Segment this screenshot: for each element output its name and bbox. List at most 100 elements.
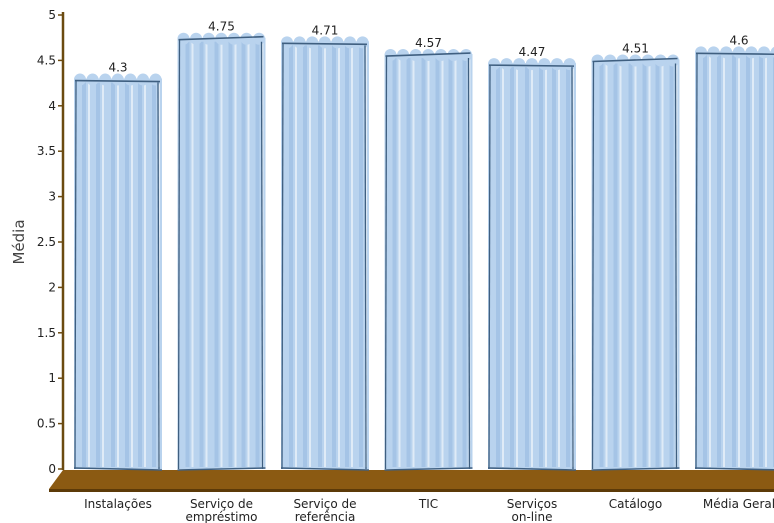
bar-top-bubble bbox=[240, 32, 253, 45]
x-tick-label-line: referência bbox=[295, 510, 356, 523]
y-tick-label: 3 bbox=[48, 190, 56, 204]
y-tick-label: 1.5 bbox=[37, 326, 56, 340]
bar-top-bubble bbox=[745, 46, 758, 59]
bar-top-bubble bbox=[732, 46, 745, 59]
bar-top-bubble bbox=[227, 32, 240, 45]
bar-outline-top bbox=[488, 64, 575, 67]
bar-outline-bottom bbox=[73, 467, 163, 471]
bar-outline-bottom bbox=[280, 467, 370, 471]
bar-top-bubble bbox=[293, 36, 306, 49]
bar-highlight bbox=[545, 67, 547, 468]
bar-highlight bbox=[412, 58, 415, 467]
bar-stripe bbox=[138, 82, 142, 467]
bar-outline-left bbox=[281, 43, 284, 470]
bar-highlight bbox=[723, 55, 725, 467]
x-tick-label-line: empréstimo bbox=[185, 510, 257, 523]
bar-top-bubble bbox=[86, 73, 99, 86]
x-tick-label-line: Serviços bbox=[507, 497, 558, 511]
bar-outline-top bbox=[281, 42, 368, 46]
bar-outline-left bbox=[695, 53, 698, 470]
x-tick-label: Instalações bbox=[84, 497, 152, 511]
bar-stripe bbox=[599, 63, 604, 467]
bar-top-bubble bbox=[384, 49, 397, 62]
bar-top-bubble bbox=[434, 49, 447, 62]
bar-stripe bbox=[125, 82, 129, 467]
bar-stripe bbox=[332, 45, 336, 467]
bar-stripe bbox=[214, 41, 219, 467]
x-tick-label: Catálogo bbox=[609, 497, 662, 511]
chart-floor bbox=[49, 470, 774, 492]
bar-outline-bottom bbox=[694, 467, 774, 471]
bar-highlight bbox=[351, 45, 353, 467]
bar-stripe bbox=[655, 63, 660, 467]
bar-top-bubble bbox=[707, 46, 720, 59]
bar-highlight bbox=[205, 41, 208, 467]
bar-stripe bbox=[318, 45, 322, 467]
bar-value-label: 4.71 bbox=[312, 23, 339, 37]
bars bbox=[73, 32, 774, 471]
bar-stripe bbox=[111, 82, 115, 467]
bar-highlight bbox=[502, 67, 504, 468]
bar bbox=[591, 54, 680, 471]
y-tick-label: 2 bbox=[48, 280, 56, 294]
y-tick-label: 4 bbox=[48, 99, 56, 113]
bar-stripe bbox=[462, 58, 467, 467]
bar-top-bubble bbox=[111, 73, 124, 86]
bar-outline-right bbox=[364, 45, 367, 470]
bar-top-bubble bbox=[720, 46, 733, 59]
bar-highlight bbox=[619, 63, 622, 467]
bar bbox=[177, 32, 266, 471]
y-tick-label: 5 bbox=[48, 8, 56, 22]
x-tick-label-line: on-line bbox=[512, 510, 553, 523]
bar-highlight bbox=[234, 41, 237, 467]
floor-edge bbox=[49, 489, 774, 492]
bar-outline-left bbox=[384, 56, 388, 470]
bar-top-bubble bbox=[318, 36, 331, 49]
bar-highlight bbox=[102, 82, 104, 467]
bar-highlight bbox=[738, 55, 740, 467]
bar-outline-top bbox=[592, 57, 678, 63]
x-tick-label: TIC bbox=[418, 497, 438, 511]
bar-top-bubble bbox=[306, 36, 319, 49]
bar-outline-left bbox=[177, 39, 181, 470]
bar-outline-left bbox=[591, 61, 595, 470]
bar-stripe bbox=[448, 58, 453, 467]
bar-stripe bbox=[566, 67, 570, 468]
bar-highlight bbox=[516, 67, 518, 468]
bar-highlight bbox=[454, 58, 457, 467]
bar-outline-top bbox=[385, 52, 471, 57]
x-tick-label: Serviço de empréstimo bbox=[185, 497, 257, 523]
bar-stripe bbox=[152, 82, 156, 467]
bar-stripe bbox=[185, 41, 190, 467]
bar-outline-right bbox=[260, 41, 264, 470]
bar bbox=[384, 49, 473, 471]
bar-highlight bbox=[634, 63, 637, 467]
bar-top-bubble bbox=[460, 49, 473, 62]
bar-highlight bbox=[441, 58, 444, 467]
x-tick-label: Serviço de referência bbox=[293, 497, 356, 523]
bar-highlight bbox=[427, 58, 430, 467]
bar-outline-right bbox=[571, 67, 574, 470]
bar-top-bubble bbox=[177, 32, 190, 45]
bar bbox=[487, 58, 577, 471]
x-tick-label-line: Média Geral bbox=[703, 497, 774, 511]
bar-highlight bbox=[765, 55, 767, 467]
x-tick-label-line: Catálogo bbox=[609, 497, 662, 511]
bar-stripe bbox=[703, 55, 707, 467]
bar-highlight bbox=[752, 55, 754, 467]
bar-top-bubble bbox=[563, 58, 576, 71]
bar-stripe bbox=[732, 55, 736, 467]
y-axis: 0 0.5 1 1.5 2 2.5 3 3.5 4 4.5 5 bbox=[37, 8, 65, 476]
bar-stripe bbox=[241, 41, 246, 467]
bar-highlight bbox=[309, 45, 311, 467]
bar-outline-bottom bbox=[487, 467, 577, 471]
floor-top bbox=[49, 470, 774, 489]
bar-stripe bbox=[642, 63, 647, 467]
bar bbox=[694, 46, 774, 471]
bar-outline-left bbox=[488, 65, 491, 470]
bar-top-bubble bbox=[500, 58, 513, 71]
bar-stripe bbox=[613, 63, 618, 467]
bar-highlight bbox=[709, 55, 711, 467]
